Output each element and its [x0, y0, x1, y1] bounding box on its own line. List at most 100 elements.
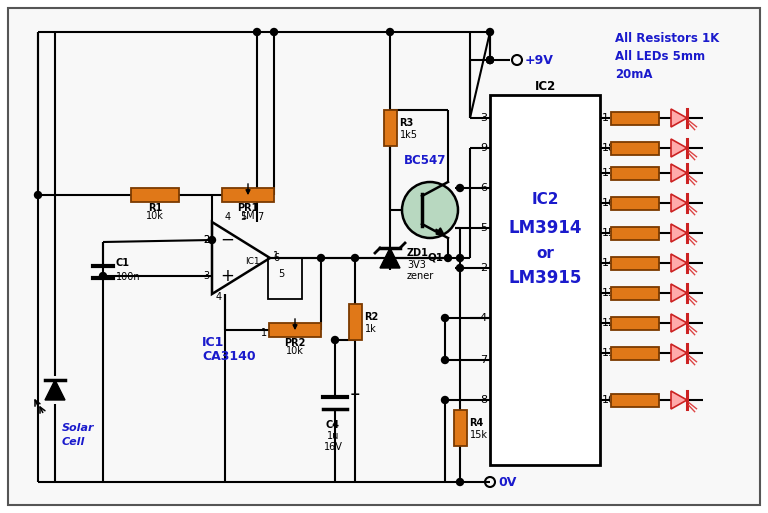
Text: R4: R4	[469, 418, 484, 428]
Circle shape	[386, 29, 393, 35]
Text: 4: 4	[225, 212, 231, 222]
Bar	[131, 188, 179, 202]
Text: LM3914: LM3914	[508, 219, 581, 237]
Polygon shape	[671, 109, 687, 127]
Text: All LEDs 5mm: All LEDs 5mm	[615, 49, 705, 63]
Text: PR1: PR1	[237, 203, 259, 213]
Text: 3: 3	[203, 271, 209, 281]
Text: 1: 1	[261, 328, 267, 338]
Text: 5: 5	[480, 223, 487, 233]
Bar	[611, 142, 659, 154]
Polygon shape	[671, 391, 687, 409]
Bar	[611, 227, 659, 240]
Circle shape	[270, 29, 277, 35]
Circle shape	[35, 191, 41, 199]
Circle shape	[402, 182, 458, 238]
Circle shape	[442, 397, 449, 404]
Circle shape	[456, 254, 464, 262]
Circle shape	[100, 272, 107, 280]
Text: 5: 5	[240, 212, 247, 222]
Polygon shape	[671, 314, 687, 332]
Text: 1: 1	[602, 113, 609, 123]
Circle shape	[253, 29, 260, 35]
Text: 100n: 100n	[116, 272, 141, 282]
Text: 7: 7	[480, 355, 487, 365]
Text: IC1: IC1	[202, 337, 224, 349]
Text: 13: 13	[602, 288, 616, 298]
Text: 11: 11	[602, 348, 616, 358]
Text: C4: C4	[326, 420, 340, 430]
Polygon shape	[45, 380, 65, 400]
Circle shape	[386, 254, 393, 262]
Bar	[611, 256, 659, 269]
Text: 4: 4	[480, 313, 487, 323]
Text: 10: 10	[602, 395, 616, 405]
Text: 3: 3	[480, 113, 487, 123]
Text: 15: 15	[602, 228, 616, 238]
Text: Q1: Q1	[427, 252, 443, 262]
Text: R3: R3	[399, 118, 414, 128]
Text: 17: 17	[602, 168, 616, 178]
Text: CA3140: CA3140	[202, 349, 256, 363]
Text: 4: 4	[216, 292, 222, 302]
Text: 1: 1	[273, 251, 279, 261]
Bar	[611, 286, 659, 300]
Polygon shape	[671, 164, 687, 182]
Bar	[269, 323, 321, 337]
Text: 9: 9	[480, 143, 487, 153]
Bar	[222, 188, 274, 202]
Circle shape	[456, 479, 464, 485]
Text: IC2: IC2	[535, 80, 555, 92]
Text: 12: 12	[602, 318, 616, 328]
Text: IC2: IC2	[531, 192, 559, 207]
Text: ZD1: ZD1	[407, 248, 429, 258]
Circle shape	[442, 357, 449, 364]
Circle shape	[445, 254, 452, 262]
Text: zener: zener	[407, 271, 434, 281]
Circle shape	[456, 185, 464, 191]
Text: 1k: 1k	[365, 324, 376, 334]
Text: 10k: 10k	[286, 346, 304, 356]
Text: 6: 6	[480, 183, 487, 193]
Text: 10k: 10k	[146, 211, 164, 221]
Circle shape	[332, 337, 339, 344]
Text: All Resistors 1K: All Resistors 1K	[615, 31, 720, 45]
Circle shape	[486, 29, 494, 35]
Text: or: or	[536, 246, 554, 261]
Text: Cell: Cell	[62, 437, 85, 447]
Bar	[611, 346, 659, 360]
Text: 6: 6	[273, 253, 279, 263]
Text: 7: 7	[257, 212, 263, 222]
Text: 16V: 16V	[323, 442, 343, 452]
Text: IC1: IC1	[245, 258, 260, 266]
Text: LM3915: LM3915	[508, 269, 581, 287]
Text: 18: 18	[602, 143, 616, 153]
Bar	[490, 95, 600, 465]
Text: 3V3: 3V3	[407, 260, 426, 270]
Text: R1: R1	[148, 203, 162, 213]
Text: 1u: 1u	[327, 431, 339, 441]
Polygon shape	[671, 139, 687, 157]
Text: 1k5: 1k5	[399, 130, 418, 140]
Bar	[611, 317, 659, 329]
Circle shape	[486, 56, 494, 64]
Text: 14: 14	[602, 258, 616, 268]
Circle shape	[352, 254, 359, 262]
Bar	[611, 111, 659, 125]
Polygon shape	[671, 284, 687, 302]
Circle shape	[456, 265, 464, 271]
Text: +: +	[220, 267, 234, 285]
Bar	[611, 196, 659, 209]
Text: +: +	[350, 388, 361, 402]
Bar	[268, 258, 302, 299]
Bar	[611, 393, 659, 406]
Text: BC547: BC547	[404, 153, 446, 167]
Text: Solar: Solar	[62, 423, 94, 433]
Text: 1M: 1M	[240, 211, 255, 221]
Text: +9V: +9V	[525, 53, 554, 67]
Bar	[383, 110, 396, 146]
Bar	[611, 167, 659, 180]
Polygon shape	[671, 194, 687, 212]
Circle shape	[208, 236, 216, 244]
Text: −: −	[220, 231, 234, 249]
